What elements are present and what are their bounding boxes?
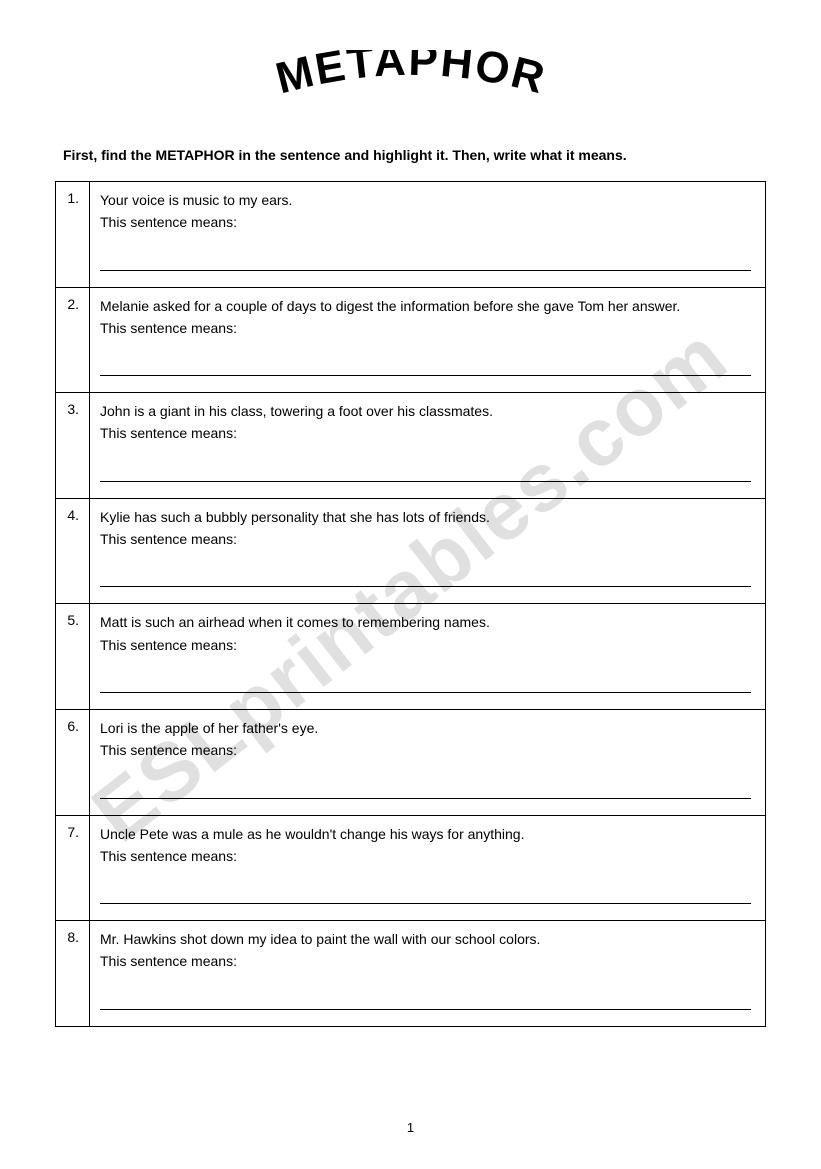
table-row: 1.Your voice is music to my ears.This se… xyxy=(56,182,766,288)
item-content: Kylie has such a bubbly personality that… xyxy=(90,498,766,604)
table-row: 3. John is a giant in his class, towering… xyxy=(56,393,766,499)
item-sentence: John is a giant in his class, towering a… xyxy=(100,401,755,421)
item-content: Melanie asked for a couple of days to di… xyxy=(90,287,766,393)
item-content: Matt is such an airhead when it comes to… xyxy=(90,604,766,710)
worksheet-table: 1.Your voice is music to my ears.This se… xyxy=(55,181,766,1027)
item-content: Your voice is music to my ears.This sent… xyxy=(90,182,766,288)
means-label: This sentence means: xyxy=(100,212,755,232)
means-label: This sentence means: xyxy=(100,318,755,338)
means-label: This sentence means: xyxy=(100,635,755,655)
answer-line xyxy=(100,466,751,482)
answer-line xyxy=(100,571,751,587)
table-row: 7. Uncle Pete was a mule as he wouldn't c… xyxy=(56,815,766,921)
item-sentence: Matt is such an airhead when it comes to… xyxy=(100,612,755,632)
means-label: This sentence means: xyxy=(100,951,755,971)
answer-line xyxy=(100,994,751,1010)
answer-line xyxy=(100,255,751,271)
instructions-text: First, find the METAPHOR in the sentence… xyxy=(55,147,766,163)
means-label: This sentence means: xyxy=(100,740,755,760)
answer-line xyxy=(100,888,751,904)
means-label: This sentence means: xyxy=(100,423,755,443)
item-number: 2. xyxy=(56,287,90,393)
svg-text:METAPHOR: METAPHOR xyxy=(271,50,551,104)
item-number: 3. xyxy=(56,393,90,499)
item-sentence: Mr. Hawkins shot down my idea to paint t… xyxy=(100,929,755,949)
item-sentence: Kylie has such a bubbly personality that… xyxy=(100,507,755,527)
table-row: 4. Kylie has such a bubbly personality th… xyxy=(56,498,766,604)
item-number: 1. xyxy=(56,182,90,288)
table-row: 5. Matt is such an airhead when it comes … xyxy=(56,604,766,710)
item-number: 7. xyxy=(56,815,90,921)
item-content: Mr. Hawkins shot down my idea to paint t… xyxy=(90,921,766,1027)
item-sentence: Uncle Pete was a mule as he wouldn't cha… xyxy=(100,824,755,844)
answer-line xyxy=(100,360,751,376)
item-sentence: Melanie asked for a couple of days to di… xyxy=(100,296,755,316)
title-text: METAPHOR xyxy=(271,50,551,104)
answer-line xyxy=(100,677,751,693)
table-row: 2. Melanie asked for a couple of days to … xyxy=(56,287,766,393)
item-content: Uncle Pete was a mule as he wouldn't cha… xyxy=(90,815,766,921)
answer-line xyxy=(100,783,751,799)
item-number: 6. xyxy=(56,709,90,815)
item-sentence: Your voice is music to my ears. xyxy=(100,190,755,210)
table-row: 8. Mr. Hawkins shot down my idea to paint… xyxy=(56,921,766,1027)
item-number: 8. xyxy=(56,921,90,1027)
table-row: 6.Lori is the apple of her father's eye.… xyxy=(56,709,766,815)
means-label: This sentence means: xyxy=(100,529,755,549)
page-number: 1 xyxy=(0,1120,821,1135)
item-content: Lori is the apple of her father's eye.Th… xyxy=(90,709,766,815)
title-container: METAPHOR xyxy=(55,50,766,119)
item-content: John is a giant in his class, towering a… xyxy=(90,393,766,499)
means-label: This sentence means: xyxy=(100,846,755,866)
item-number: 5. xyxy=(56,604,90,710)
item-sentence: Lori is the apple of her father's eye. xyxy=(100,718,755,738)
title-arched: METAPHOR xyxy=(231,50,591,114)
item-number: 4. xyxy=(56,498,90,604)
worksheet-rows: 1.Your voice is music to my ears.This se… xyxy=(56,182,766,1027)
